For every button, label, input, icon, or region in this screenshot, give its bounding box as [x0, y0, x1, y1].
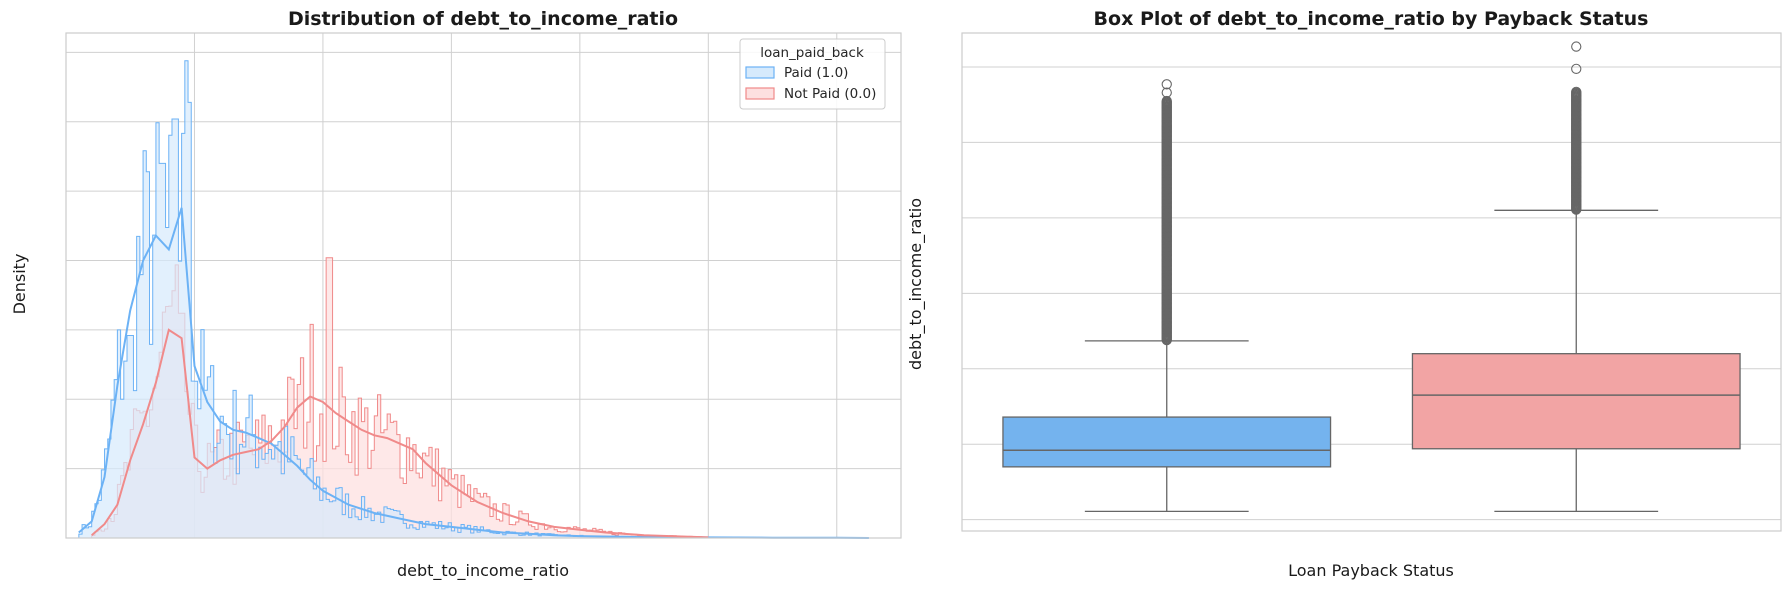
- legend-swatch-paid: [745, 66, 775, 79]
- outlier-point: [1571, 86, 1582, 98]
- histogram-kde-lines: [78, 207, 869, 539]
- legend-entry-paid: Paid (1.0): [784, 65, 848, 81]
- outlier-point: [1161, 79, 1172, 90]
- histogram-y-label: Density: [10, 254, 29, 315]
- histogram-x-label: debt_to_income_ratio: [397, 561, 569, 581]
- boxplot-frame: [961, 32, 1782, 532]
- outliers: [1161, 79, 1172, 346]
- boxplot-x-label: Loan Payback Status: [1288, 561, 1454, 580]
- histogram-panel: Distribution of debt_to_income_ratio deb…: [10, 8, 902, 581]
- boxplot-y-label: debt_to_income_ratio: [906, 198, 926, 370]
- legend-title: loan_paid_back: [760, 45, 864, 61]
- iqr-box: [1411, 353, 1741, 450]
- kde-line-not-paid: [91, 328, 709, 539]
- kde-line-paid: [78, 207, 869, 539]
- outliers: [1571, 41, 1582, 215]
- box-paid: [1002, 79, 1332, 513]
- boxplot-boxes: [1002, 41, 1741, 513]
- outlier-point: [1571, 63, 1582, 74]
- box-not-paid: [1411, 41, 1741, 513]
- legend-entry-not-paid: Not Paid (0.0): [784, 86, 876, 102]
- outlier-point: [1161, 87, 1172, 98]
- outlier-point: [1571, 41, 1582, 52]
- histogram-frame: [65, 32, 902, 539]
- legend-swatch-not-paid: [745, 87, 775, 100]
- histogram-legend: loan_paid_back Paid (1.0) Not Paid (0.0): [739, 38, 886, 110]
- iqr-box: [1002, 416, 1332, 468]
- legend-box: [739, 38, 886, 110]
- histogram-title: Distribution of debt_to_income_ratio: [288, 8, 678, 30]
- boxplot-panel: Box Plot of debt_to_income_ratio by Payb…: [906, 8, 1782, 580]
- outlier-point: [1161, 95, 1172, 107]
- boxplot-title: Box Plot of debt_to_income_ratio by Payb…: [1094, 8, 1649, 30]
